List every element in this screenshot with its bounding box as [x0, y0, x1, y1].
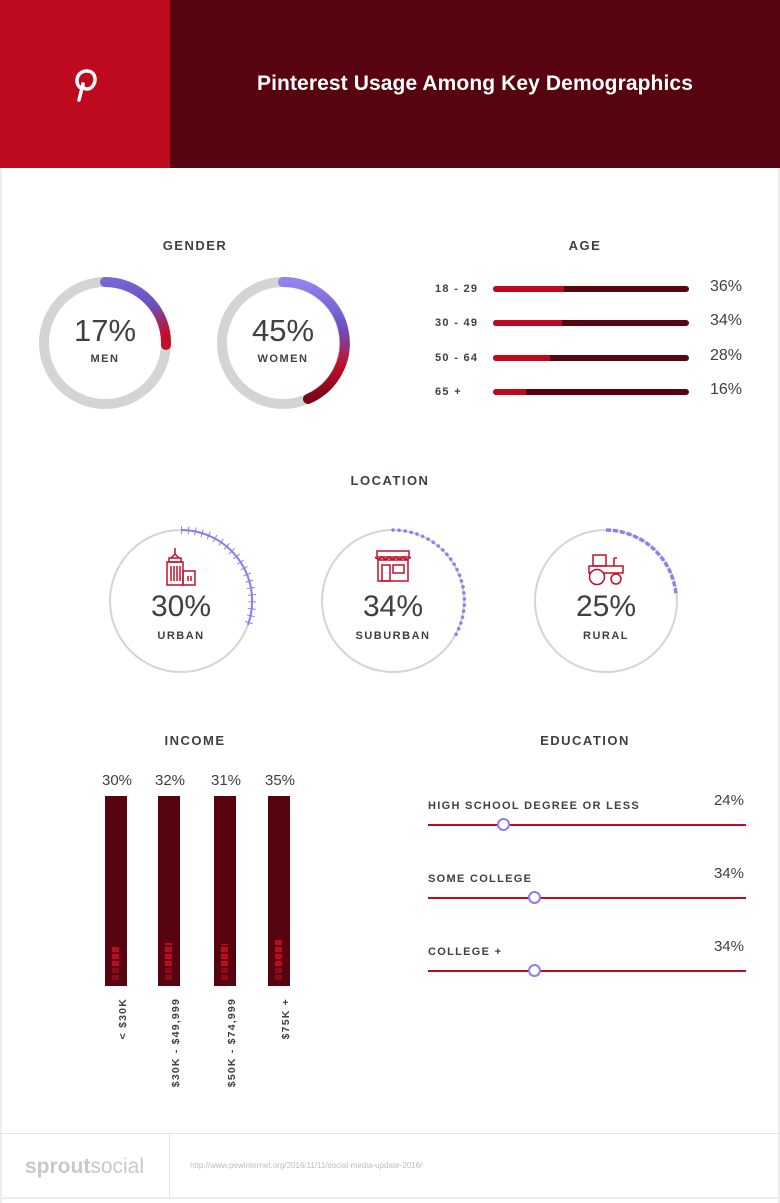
title-block: Pinterest Usage Among Key Demographics [170, 0, 780, 168]
age-value: 36% [710, 278, 743, 295]
income-bar [268, 796, 290, 986]
logo-block [0, 0, 170, 168]
education-marker [497, 818, 510, 831]
location-urban-label: URBAN [157, 630, 205, 642]
page-title: Pinterest Usage Among Key Demographics [257, 72, 693, 95]
gender-men-label: MEN [90, 353, 120, 365]
income-label: $30K - $49,999 [170, 998, 182, 1088]
location-ring [321, 528, 467, 673]
location-suburban: 34% SUBURBAN [318, 526, 468, 676]
header: Pinterest Usage Among Key Demographics [0, 0, 780, 168]
donut-ring [39, 277, 172, 409]
education-marker [528, 964, 541, 977]
education-title: EDUCATION [540, 733, 630, 748]
education-track [428, 824, 746, 826]
age-value: 28% [710, 347, 743, 364]
income-bar [105, 796, 127, 986]
income-bar [158, 796, 180, 986]
brand-bold: sprout [24, 1154, 91, 1178]
age-value: 34% [710, 312, 743, 329]
age-row: 30 - 49 34% [430, 312, 760, 334]
gender-donut-men: 17% MEN [35, 273, 175, 413]
age-bar [493, 320, 689, 326]
location-rural-label: RURAL [583, 630, 629, 642]
location-rural: 25% RURAL [531, 526, 681, 676]
income-value: 31% [210, 772, 242, 789]
location-ring [534, 528, 678, 673]
income-value: 32% [154, 772, 186, 789]
age-label: 50 - 64 [435, 352, 479, 364]
education-row: SOME COLLEGE 34% [428, 865, 746, 915]
location-suburban-value: 34% [362, 590, 424, 623]
education-label: SOME COLLEGE [428, 873, 533, 885]
age-label: 18 - 29 [435, 283, 479, 295]
education-track [428, 897, 746, 899]
gender-donut-women: 45% WOMEN [213, 273, 353, 413]
income-value: 35% [264, 772, 296, 789]
age-row: 18 - 29 36% [430, 278, 760, 300]
education-row: HIGH SCHOOL DEGREE OR LESS 24% [428, 792, 746, 842]
income-label: < $30K [117, 998, 129, 1040]
age-row: 50 - 64 28% [430, 347, 760, 369]
education-value: 34% [713, 938, 744, 955]
education-value: 34% [713, 865, 744, 882]
donut-ring [217, 276, 350, 409]
income-label: $75K + [280, 998, 292, 1040]
education-value: 24% [713, 792, 744, 809]
location-urban-value: 30% [150, 590, 212, 623]
source-link[interactable]: http://www.pewinternet.org/2016/11/11/so… [190, 1161, 423, 1170]
education-label: HIGH SCHOOL DEGREE OR LESS [428, 800, 641, 812]
city-buildings-icon [166, 548, 196, 586]
content-frame [0, 168, 780, 1203]
storefront-icon [374, 550, 412, 582]
income-bar [214, 796, 236, 986]
age-bar [493, 286, 689, 292]
income-value: 30% [101, 772, 133, 789]
gender-title: GENDER [162, 238, 228, 253]
tractor-icon [588, 554, 624, 586]
age-row: 65 + 16% [430, 381, 760, 403]
education-track [428, 970, 746, 972]
education-label: COLLEGE + [428, 946, 503, 958]
gender-men-value: 17% [73, 313, 137, 348]
brand-light: social [90, 1154, 145, 1178]
location-title: LOCATION [350, 473, 430, 488]
location-rural-value: 25% [575, 590, 637, 623]
age-value: 16% [710, 381, 743, 398]
location-urban: 30% URBAN [106, 526, 256, 676]
location-ring [109, 526, 256, 673]
pinterest-logo-icon [75, 69, 97, 102]
age-label: 30 - 49 [435, 317, 479, 329]
age-title: AGE [568, 238, 602, 253]
income-label: $50K - $74,999 [226, 998, 238, 1088]
footer: sprout social http://www.pewinternet.org/… [0, 1133, 780, 1199]
age-label: 65 + [435, 386, 462, 398]
age-bar [493, 389, 689, 395]
age-bar [493, 355, 689, 361]
education-row: COLLEGE + 34% [428, 938, 746, 988]
location-suburban-label: SUBURBAN [355, 630, 431, 642]
gender-women-label: WOMEN [257, 353, 309, 365]
education-marker [528, 891, 541, 904]
income-title: INCOME [164, 733, 226, 748]
sproutsocial-logo: sprout social [0, 1134, 170, 1199]
gender-women-value: 45% [251, 313, 315, 348]
